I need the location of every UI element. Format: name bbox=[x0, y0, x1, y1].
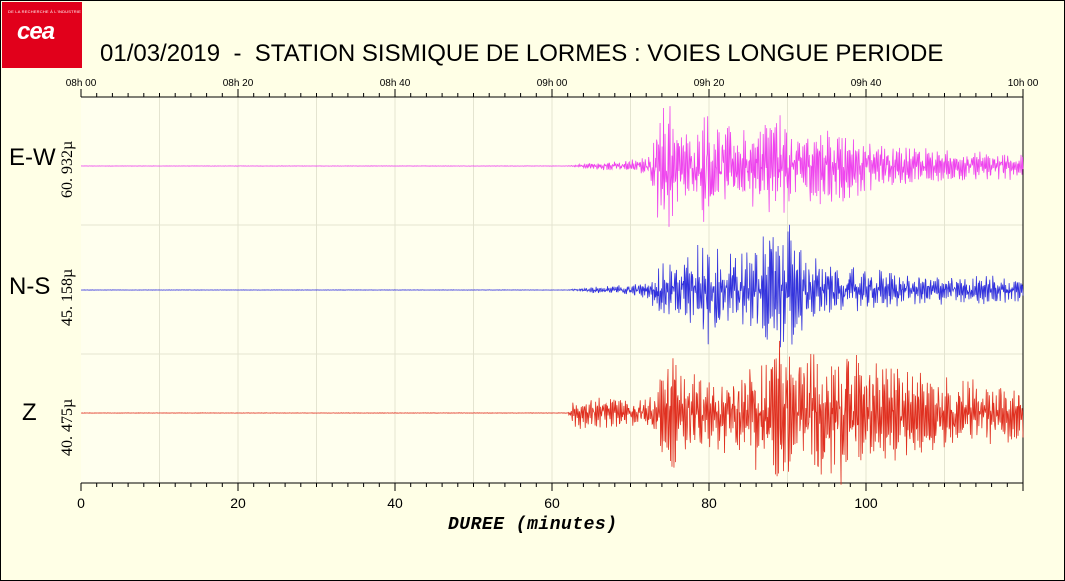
channel-label-z: Z bbox=[22, 399, 37, 426]
top-axis-tick-label: 09h 20 bbox=[694, 78, 725, 89]
logo-tagline: DE LA RECHERCHE À L'INDUSTRIE bbox=[8, 9, 82, 14]
top-axis-tick-label: 08h 00 bbox=[66, 78, 97, 89]
bottom-axis-tick-label: 80 bbox=[701, 495, 717, 511]
bottom-axis-tick-label: 40 bbox=[387, 495, 403, 511]
channel-label-ew: E-W bbox=[9, 144, 56, 171]
top-axis-tick-label: 09h 00 bbox=[537, 78, 568, 89]
bottom-axis-tick-label: 0 bbox=[77, 495, 85, 511]
x-axis-title: DUREE (minutes) bbox=[448, 515, 618, 535]
amplitude-label-ew: 60. 932µ bbox=[59, 140, 76, 198]
chart-title: 01/03/2019 - STATION SISMIQUE DE LORMES … bbox=[100, 40, 944, 67]
seismogram-trace-ns bbox=[80, 224, 1024, 348]
top-axis-tick-label: 10h 00 bbox=[1008, 78, 1039, 89]
bottom-axis-tick-label: 60 bbox=[544, 495, 560, 511]
top-axis-tick-label: 09h 40 bbox=[851, 78, 882, 89]
cea-logo: DE LA RECHERCHE À L'INDUSTRIE cea bbox=[2, 2, 82, 68]
channel-label-ns: N-S bbox=[9, 273, 51, 300]
bottom-axis-tick-label: 20 bbox=[230, 495, 246, 511]
top-axis-tick-label: 08h 40 bbox=[380, 78, 411, 89]
amplitude-label-ns: 45. 158µ bbox=[59, 268, 76, 326]
logo-wordmark: cea bbox=[17, 18, 55, 45]
top-axis-tick-label: 08h 20 bbox=[223, 78, 254, 89]
amplitude-label-z: 40. 475µ bbox=[59, 398, 76, 456]
bottom-axis-tick-label: 100 bbox=[854, 495, 878, 511]
seismogram-trace-z bbox=[80, 340, 1024, 485]
seismogram-trace-ew bbox=[80, 106, 1024, 227]
